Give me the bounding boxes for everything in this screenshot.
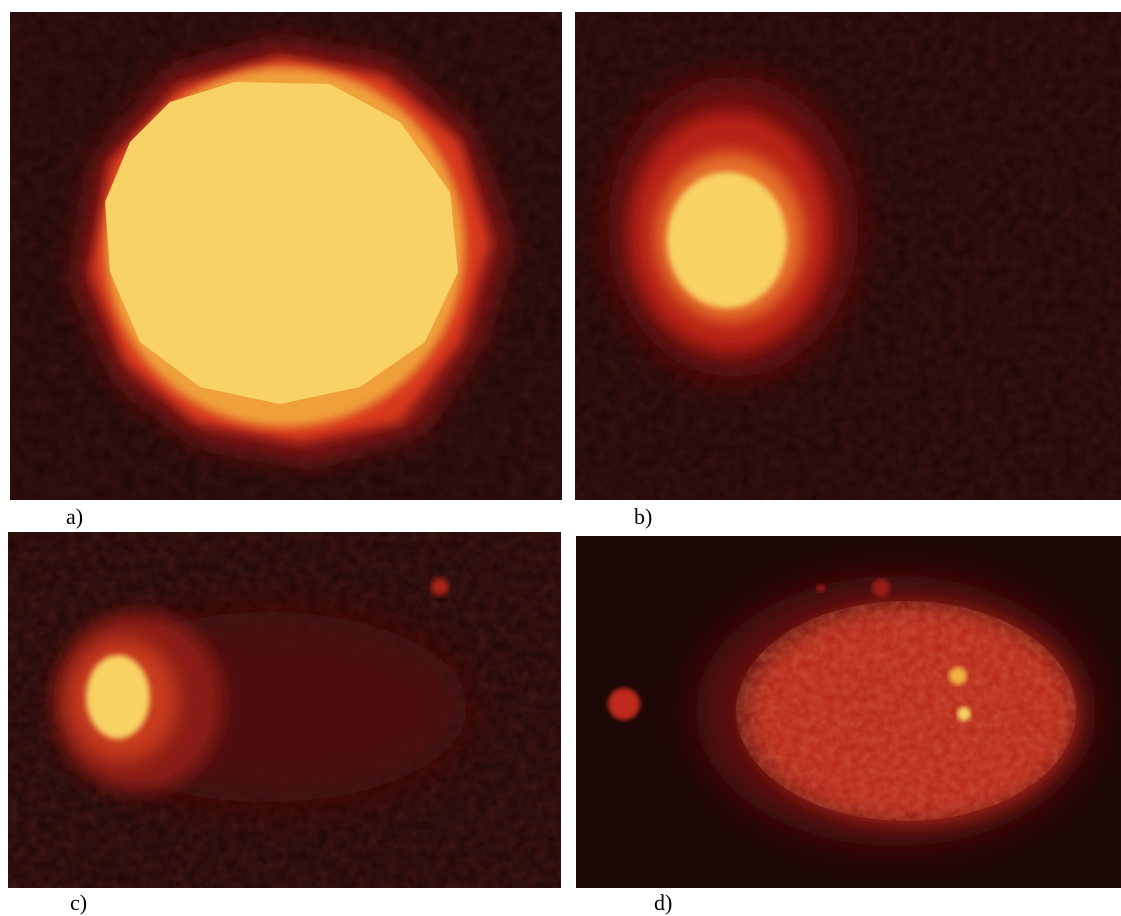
panel-d-comet-graphic [576,536,1121,888]
panel-b-nucleus-graphic [575,12,1121,500]
panel-d-image [576,536,1121,888]
panel-a-nucleus-graphic [10,12,562,500]
panel-c-image [8,532,561,888]
panel-a-image [10,12,562,500]
panel-b-label: b) [634,504,653,529]
panel-c-comet-graphic [8,532,561,888]
panel-d-label: d) [654,890,673,915]
panel-a-label: a) [66,504,84,529]
panel-b-image [575,12,1121,500]
panel-c-label: c) [70,890,88,915]
